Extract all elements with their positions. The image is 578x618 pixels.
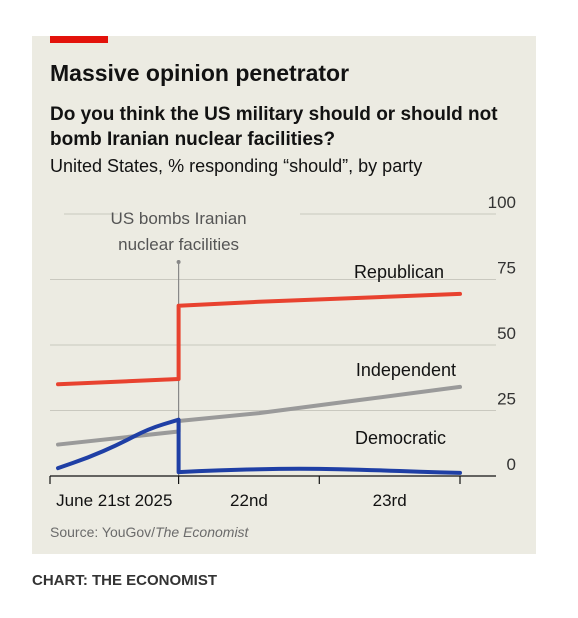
x-tick-label-1: June 21st 2025 — [56, 491, 172, 506]
brand-red-tab — [50, 36, 108, 43]
chart-description: United States, % responding “should”, by… — [50, 156, 423, 176]
annotation-text-line-1: US bombs Iranian — [111, 209, 247, 228]
series-label-republican: Republican — [354, 262, 444, 282]
y-tick-label-0: 0 — [507, 455, 516, 474]
y-tick-label-75: 75 — [497, 259, 516, 278]
source-prefix: Source: YouGov/ — [50, 524, 156, 540]
chart-card: Massive opinion penetrator Do you think … — [32, 36, 536, 554]
chart-source: Source: YouGov/The Economist — [50, 524, 248, 540]
y-tick-label-50: 50 — [497, 324, 516, 343]
x-tick-label-2: 22nd — [230, 491, 268, 506]
series-line-democratic — [56, 417, 462, 475]
chart-credit: CHART: THE ECONOMIST — [32, 572, 217, 589]
source-publication: The Economist — [155, 524, 249, 540]
x-tick-label-3: 23rd — [373, 491, 407, 506]
chart-title: Massive opinion penetrator — [50, 60, 350, 86]
series-line-republican — [56, 291, 462, 387]
series-label-independent: Independent — [356, 360, 456, 380]
annotation-text-line-2: nuclear facilities — [118, 235, 239, 254]
line-chart: US bombs Iranian nuclear facilities 25 50 7… — [49, 193, 516, 506]
series-line-independent — [56, 384, 462, 447]
y-tick-label-100: 100 — [488, 193, 516, 212]
chart-subtitle: Do you think the US military should or s… — [50, 104, 498, 150]
series-label-democratic: Democratic — [355, 428, 446, 448]
y-tick-label-25: 25 — [497, 390, 516, 409]
annotation-dot — [176, 260, 181, 264]
